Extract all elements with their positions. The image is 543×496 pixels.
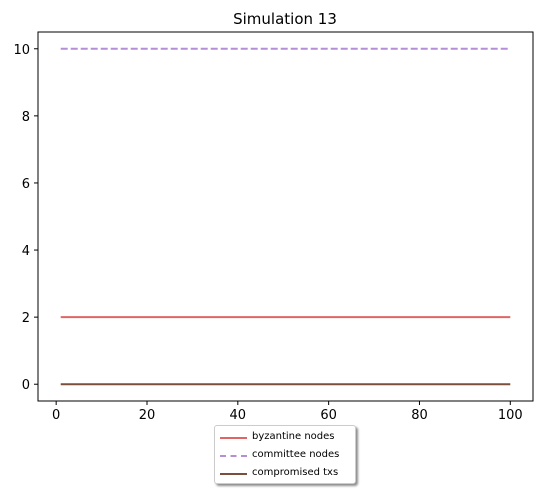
x-tick-label: 20: [139, 408, 156, 423]
legend-label-byzantine: byzantine nodes: [252, 431, 335, 442]
legend-swatch-compromised: [220, 473, 247, 475]
legend-entry-compromised: compromised txs: [215, 465, 355, 483]
y-tick-label: 6: [22, 177, 30, 192]
plot-area: [38, 32, 533, 401]
legend-entry-committee: committee nodes: [215, 447, 355, 465]
legend-label-committee: committee nodes: [252, 449, 339, 460]
legend: byzantine nodes committee nodes compromi…: [214, 425, 356, 484]
y-tick-label: 8: [22, 110, 30, 125]
legend-swatch-committee: [220, 455, 247, 457]
legend-swatch-byzantine: [220, 437, 247, 439]
y-tick-label: 0: [22, 378, 30, 393]
legend-label-compromised: compromised txs: [252, 467, 338, 478]
chart-title: Simulation 13: [233, 10, 337, 28]
y-tick-label: 2: [22, 311, 30, 326]
x-tick-label: 0: [52, 408, 60, 423]
y-tick-label: 4: [22, 244, 30, 259]
x-tick-label: 100: [498, 408, 523, 423]
x-tick-label: 60: [320, 408, 337, 423]
x-tick-label: 80: [411, 408, 428, 423]
x-tick-label: 40: [230, 408, 247, 423]
legend-entry-byzantine: byzantine nodes: [215, 429, 355, 447]
y-tick-label: 10: [13, 43, 30, 58]
y-axis: 0 2 4 6 8 10: [13, 43, 38, 393]
x-axis: 0 20 40 60 80 100: [52, 401, 523, 423]
